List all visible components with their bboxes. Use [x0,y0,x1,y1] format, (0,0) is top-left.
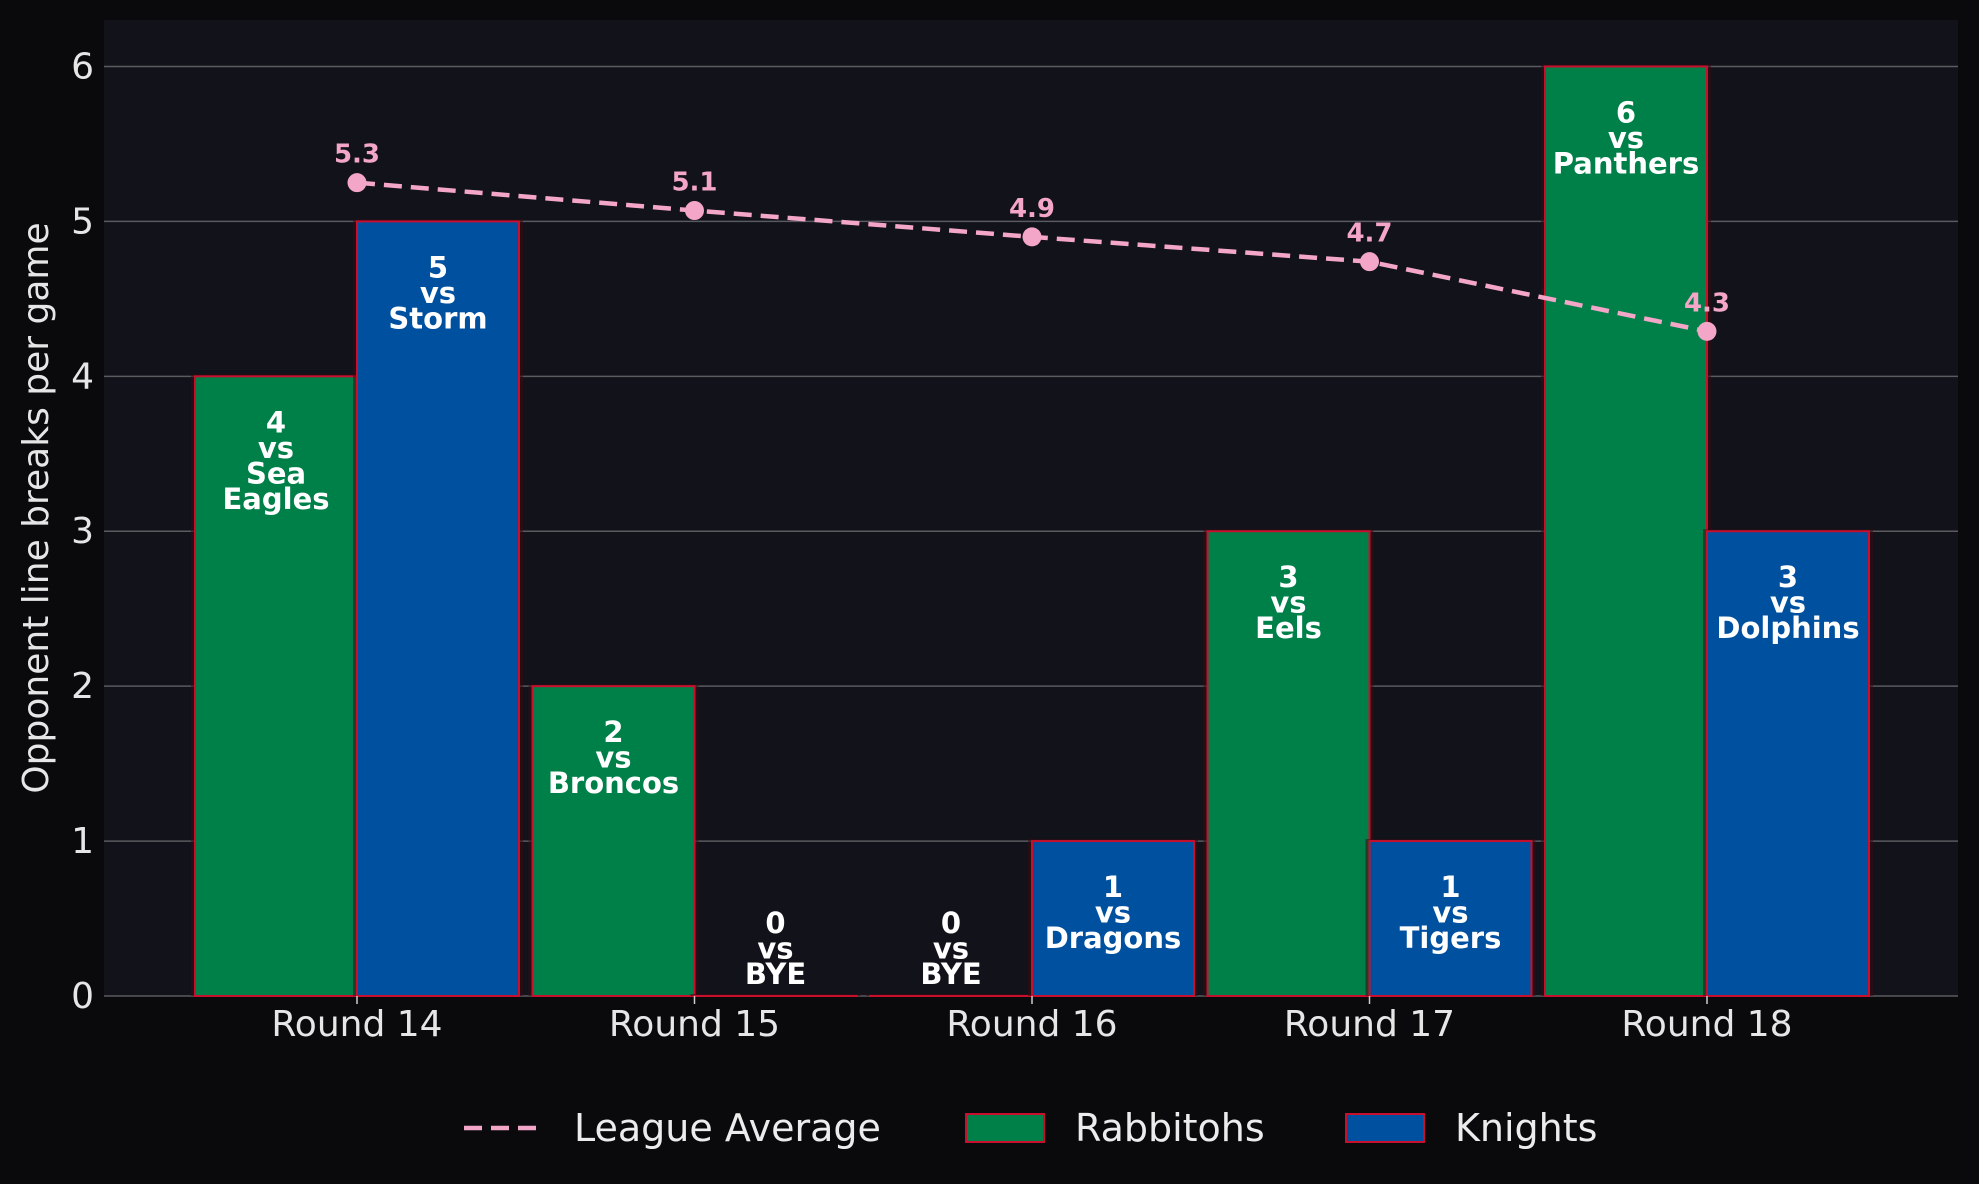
league-average-point [1360,252,1379,272]
legend-label-knights: Knights [1455,1106,1597,1150]
bar-label-line: Dragons [1045,921,1182,955]
bar-knights-round-14 [356,220,520,997]
bar-label-line: vs [1608,121,1644,155]
x-tick-label: Round 14 [271,1004,442,1045]
bar-label-line: vs [1270,586,1306,620]
bar-value-label: 6 vs Panthers [1553,95,1699,180]
bar-knights-round-18 [1706,530,1870,997]
bar-label-line: 6 [1616,95,1636,129]
bar-label-line: 1 [1103,870,1123,904]
bar-label-line: Dolphins [1716,611,1859,645]
legend-swatch-knights [1345,1113,1425,1143]
legend-label-league-average: League Average [574,1106,881,1150]
bar-label-line: Eels [1255,611,1322,645]
y-tick-label: 3 [71,511,94,552]
bar-rabbitohs-round-17 [1206,530,1371,997]
bar-label-line: vs [1770,586,1806,620]
bar-label-line: 5 [428,250,448,284]
league-average-value-label: 5.1 [671,168,717,198]
bar-value-label: 0 vs BYE [920,906,981,991]
bar-label-line: BYE [745,957,806,991]
league-average-value-label: 5.3 [334,140,380,170]
bar-rabbitohs-round-18 [1544,65,1708,997]
bar-label-line: Broncos [548,766,679,800]
bar-label-line: 1 [1440,870,1460,904]
bar-label-line: vs [258,431,294,465]
legend-label-rabbitohs: Rabbitohs [1075,1106,1265,1150]
bar-value-label: 1 vs Tigers [1400,870,1502,955]
bar-label-line: 3 [1278,560,1298,594]
y-tick-label: 2 [71,666,94,707]
bar-label-line: vs [420,276,456,310]
y-tick-label: 6 [71,46,94,87]
y-tick-label: 4 [71,356,94,397]
league-average-point [685,201,704,221]
y-tick-label: 5 [71,201,94,242]
bar-knights-round-16 [1031,840,1195,997]
bar-label-line: BYE [920,957,981,991]
league-average-line: 5.3 5.1 4.9 4.7 4.3 [334,140,1730,341]
bar-label-line: Storm [388,301,487,335]
bar-value-label: 2 vs Broncos [548,715,679,800]
bar-label-line: Eagles [222,482,329,516]
bar-label-line: Sea [246,456,306,490]
x-tick-label: Round 17 [1284,1004,1455,1045]
x-tick-label: Round 16 [946,1004,1117,1045]
legend-swatch-rabbitohs [965,1113,1045,1143]
league-average-point [1022,227,1042,247]
bar-value-label: 0 vs BYE [745,906,806,991]
bar-label-line: 0 [941,906,961,940]
bar-value-label: 1 vs Dragons [1045,870,1182,955]
y-axis-title: Opponent line breaks per game [16,222,57,793]
y-tick-label: 0 [71,976,94,1017]
x-axis-ticks: Round 14 Round 15 Round 16 Round 17 Round 18 [271,996,1793,1045]
bar-label-line: vs [595,741,631,775]
league-average-value-label: 4.9 [1009,194,1055,224]
y-axis-ticks: 0 1 2 3 4 5 6 [71,46,94,1017]
bars [191,64,1873,998]
bar-knights-round-17 [1368,840,1533,997]
bar-label-line: vs [1432,896,1468,930]
bar-label-line: 0 [765,906,785,940]
bar-label-line: vs [757,932,793,966]
bar-label-line: Panthers [1553,146,1699,180]
league-average-point [347,173,367,193]
x-tick-label: Round 18 [1621,1004,1792,1045]
bar-value-label: 5 vs Storm [388,250,487,335]
y-tick-label: 1 [71,821,94,862]
bar-label-line: 2 [603,715,623,749]
league-average-value-label: 4.3 [1684,288,1730,318]
bar-label-line: 4 [266,405,286,439]
bar-rabbitohs-round-14 [194,375,358,998]
x-tick-label: Round 15 [609,1004,780,1045]
league-average-value-label: 4.7 [1346,219,1392,249]
bar-rabbitohs-round-15 [531,685,696,998]
bar-label-line: vs [933,932,969,966]
bar-label-line: Tigers [1400,921,1502,955]
league-average-point [1697,321,1717,341]
bar-label-line: vs [1095,896,1131,930]
bar-value-label: 3 vs Dolphins [1716,560,1859,645]
bar-value-label: 4 vs Sea Eagles [222,405,329,516]
bar-label-line: 3 [1778,560,1798,594]
bar-value-label: 3 vs Eels [1255,560,1322,645]
legend: League Average Rabbitohs Knights [464,1106,1597,1150]
